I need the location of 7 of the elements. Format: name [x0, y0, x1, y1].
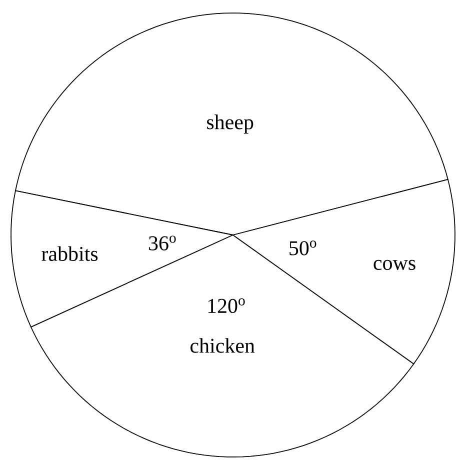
data-label: 120$^{o}$ [208, 298, 245, 314]
slice-label: chicken [190, 338, 255, 353]
slice-label: cows [374, 260, 416, 270]
data-label: 36$^{o}$ [148, 236, 176, 250]
slice-label: rabbits [42, 246, 98, 261]
data-label: 50$^{o}$ [290, 240, 316, 256]
slice-label: sheep [207, 114, 254, 134]
